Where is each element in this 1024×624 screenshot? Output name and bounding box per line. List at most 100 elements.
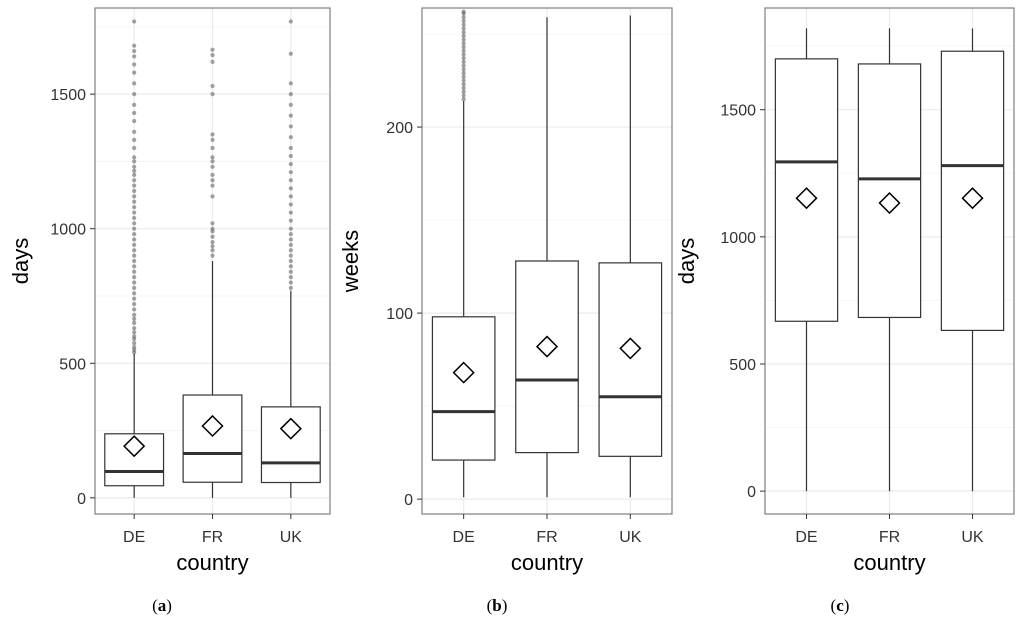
box-rect	[774, 58, 839, 322]
outlier-point	[132, 19, 137, 24]
outlier-point	[461, 37, 466, 42]
outlier-point	[210, 47, 215, 52]
outlier-point	[132, 43, 137, 48]
outlier-point	[132, 168, 137, 173]
outlier-point	[288, 202, 293, 207]
outlier-point	[132, 48, 137, 54]
outlier-point	[132, 296, 137, 301]
outlier-point	[132, 330, 137, 335]
outlier-point	[461, 71, 466, 76]
outlier-point	[210, 183, 215, 188]
x-tick-label: DE	[453, 529, 475, 546]
y-tick-label: 1000	[720, 230, 756, 247]
box-uk	[260, 19, 321, 498]
outlier-point	[132, 226, 137, 231]
outlier-point	[132, 172, 137, 177]
box-fr	[857, 28, 922, 492]
outlier-point	[132, 237, 137, 242]
mean-marker	[878, 191, 901, 215]
outlier-point	[210, 164, 215, 169]
outlier-point	[288, 194, 293, 199]
outlier-point	[210, 53, 215, 58]
box-rect	[598, 262, 663, 457]
outlier-point	[132, 248, 137, 253]
outlier-point	[132, 326, 137, 331]
outlier-point	[210, 92, 215, 97]
outlier-point	[461, 22, 466, 27]
outlier-point	[132, 231, 137, 237]
y-tick-label: 0	[404, 492, 413, 509]
outlier-point	[132, 145, 137, 151]
x-tick-label: FR	[536, 529, 557, 546]
box-de	[774, 28, 839, 492]
outlier-point	[210, 244, 215, 249]
outlier-point	[461, 97, 466, 102]
outlier-point	[132, 307, 137, 312]
outlier-point	[210, 226, 215, 231]
outlier-point	[132, 178, 137, 183]
x-axis-title: country	[853, 550, 925, 575]
outlier-point	[288, 280, 293, 285]
outlier-point	[288, 231, 293, 237]
outlier-point	[461, 15, 466, 20]
outlier-point	[132, 316, 137, 321]
outlier-point	[132, 312, 137, 317]
outlier-point	[132, 210, 137, 215]
outlier-point	[132, 275, 137, 280]
outlier-point	[132, 301, 137, 307]
outlier-point	[132, 92, 137, 97]
outlier-point	[210, 172, 215, 177]
outlier-point	[210, 83, 215, 89]
outlier-point	[461, 59, 466, 65]
outlier-point	[132, 264, 137, 269]
box-rect	[431, 316, 496, 461]
outlier-point	[461, 93, 466, 98]
outlier-point	[132, 164, 137, 169]
outlier-point	[210, 248, 215, 253]
box-uk	[940, 28, 1005, 492]
outlier-point	[132, 285, 137, 291]
outlier-point	[461, 56, 466, 61]
outlier-point	[288, 248, 293, 253]
outlier-point	[210, 145, 215, 151]
outlier-point	[461, 85, 466, 91]
outlier-point	[461, 9, 466, 14]
outlier-point	[461, 41, 466, 46]
box-rect	[940, 50, 1005, 332]
mean-marker	[201, 414, 224, 438]
outlier-point	[210, 194, 215, 199]
outlier-point	[132, 199, 137, 204]
outlier-point	[132, 155, 137, 160]
mean-marker	[535, 335, 559, 358]
x-tick-label: FR	[879, 529, 900, 546]
chart-panel-c: 0 500 1000 1500 DE FR UK country days (c)	[674, 7, 1015, 615]
outlier-point	[288, 102, 293, 107]
outlier-point	[461, 18, 466, 24]
outlier-point	[461, 63, 466, 68]
outlier-point	[132, 54, 137, 59]
outlier-point	[288, 81, 293, 86]
outlier-point	[132, 320, 137, 326]
outlier-point	[132, 159, 137, 164]
outlier-point	[210, 253, 215, 258]
outlier-point	[210, 159, 215, 164]
outlier-point	[132, 334, 137, 339]
outlier-point	[132, 194, 137, 199]
outlier-point	[132, 280, 137, 285]
mean-marker	[452, 361, 475, 384]
outlier-point	[210, 240, 215, 245]
outlier-point	[461, 48, 466, 53]
box-de	[104, 19, 165, 498]
box-uk	[598, 15, 663, 498]
outlier-point	[132, 102, 137, 107]
y-tick-label: 500	[729, 357, 756, 374]
outlier-point	[288, 218, 293, 223]
outlier-point	[461, 82, 466, 87]
y-tick-label: 500	[59, 356, 86, 373]
outlier-point	[288, 51, 293, 56]
outlier-point	[461, 74, 466, 79]
x-axis-title: country	[511, 550, 583, 575]
outlier-point	[132, 269, 137, 274]
outlier-point	[288, 113, 293, 118]
